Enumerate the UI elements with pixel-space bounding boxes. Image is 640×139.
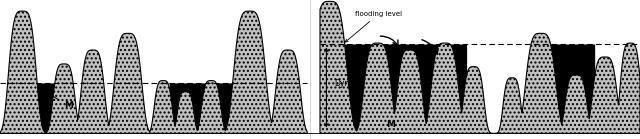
Polygon shape [403, 44, 467, 123]
Text: flooding level: flooding level [345, 11, 403, 42]
Polygon shape [547, 44, 595, 125]
Text: Dyn(M): Dyn(M) [335, 79, 363, 88]
Text: M: M [47, 92, 73, 110]
Text: M: M [386, 120, 395, 129]
Polygon shape [0, 11, 307, 133]
Polygon shape [320, 1, 640, 133]
Polygon shape [170, 83, 237, 131]
Polygon shape [342, 44, 406, 131]
Polygon shape [37, 83, 58, 133]
